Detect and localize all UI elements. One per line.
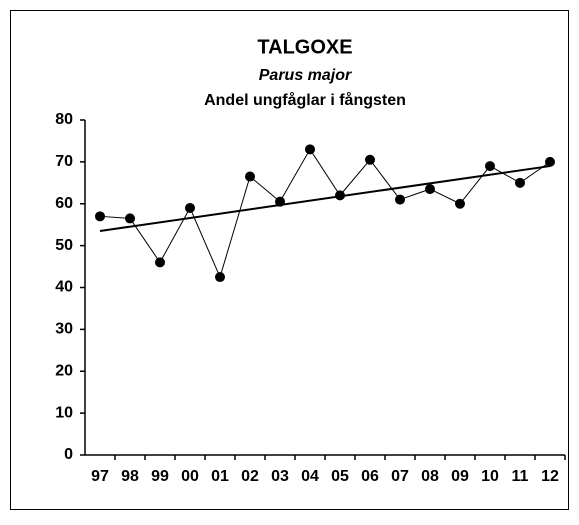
x-tick-label: 01 (211, 468, 229, 485)
x-tick-label: 10 (481, 468, 499, 485)
data-point (95, 211, 105, 222)
data-point (215, 272, 225, 283)
y-tick-label: 30 (55, 321, 73, 338)
x-tick-label: 03 (271, 468, 289, 485)
data-point (305, 144, 315, 155)
y-tick-label: 10 (55, 404, 73, 421)
x-tick-label: 02 (241, 468, 259, 485)
data-point (395, 194, 405, 205)
trend-line (99, 165, 551, 232)
y-tick-label: 70 (55, 153, 73, 170)
x-tick-label: 04 (301, 468, 319, 485)
data-point (155, 257, 165, 268)
x-tick-label: 12 (541, 468, 559, 485)
x-tick-label: 00 (181, 468, 199, 485)
y-tick-label: 40 (55, 279, 73, 296)
x-tick-label: 11 (512, 468, 529, 485)
chart-title: TALGOXE (257, 36, 352, 58)
data-point (545, 156, 555, 167)
x-tick-label: 99 (151, 468, 169, 485)
x-tick-label: 97 (91, 468, 109, 485)
x-tick-label: 05 (331, 468, 349, 485)
data-line (99, 148, 551, 279)
data-point (425, 184, 435, 195)
data-point (185, 202, 195, 213)
x-tick-label: 08 (421, 468, 439, 485)
y-tick-label: 80 (55, 111, 73, 128)
x-tick-label: 06 (361, 468, 379, 485)
y-tick-label: 20 (55, 362, 73, 379)
data-point (245, 171, 255, 182)
y-tick-label: 50 (55, 237, 73, 254)
data-point (455, 198, 465, 209)
data-point (125, 213, 135, 224)
x-tick-label: 09 (451, 468, 469, 485)
chart-description: Andel ungfåglar i fångsten (204, 91, 406, 109)
x-tick-label: 98 (121, 468, 139, 485)
y-tick-label: 60 (55, 195, 73, 212)
data-point (365, 154, 375, 165)
x-tick-label: 07 (391, 468, 409, 485)
chart-subtitle: Parus major (259, 67, 352, 84)
data-point (485, 161, 495, 172)
data-point (515, 177, 525, 188)
y-tick-label: 0 (64, 446, 73, 463)
chart-border (10, 10, 569, 510)
